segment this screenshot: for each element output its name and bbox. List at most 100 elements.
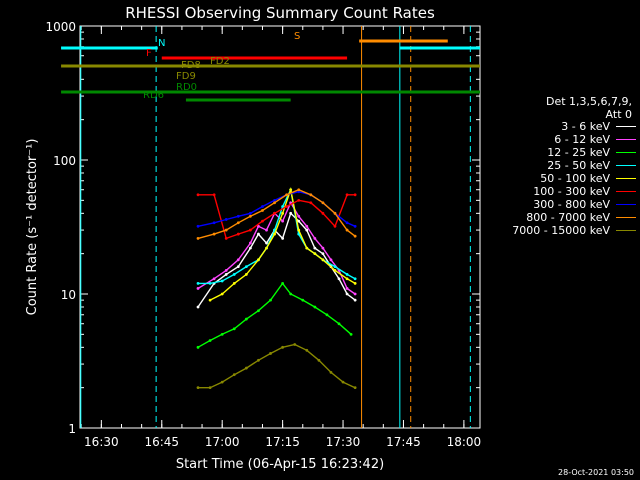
series-point xyxy=(248,214,252,218)
series-point xyxy=(273,232,276,236)
series-point xyxy=(220,380,224,384)
series-point xyxy=(208,281,212,285)
series-point xyxy=(257,258,260,262)
series-point xyxy=(345,287,349,290)
series-point xyxy=(321,246,325,250)
flag-label-fd8: FD8 xyxy=(181,60,201,71)
series-point xyxy=(236,221,240,225)
series-point xyxy=(289,211,293,215)
flag-label-n: N xyxy=(158,38,165,49)
series-point xyxy=(317,358,321,362)
series-line-6 xyxy=(197,190,356,227)
legend-swatch xyxy=(616,191,636,192)
series-point xyxy=(224,269,228,272)
series-point xyxy=(281,211,285,215)
series-point xyxy=(232,327,236,331)
flag-label-f: F xyxy=(146,48,152,59)
series-line-7 xyxy=(197,188,356,240)
series-point xyxy=(297,198,301,202)
series-point xyxy=(297,228,301,232)
series-point xyxy=(257,232,260,236)
series-point xyxy=(232,373,236,377)
series-point xyxy=(313,236,317,240)
flag-label-fd9: FD9 xyxy=(176,71,196,82)
series-point xyxy=(281,219,285,223)
series-point xyxy=(313,252,317,256)
series-point xyxy=(196,305,200,309)
series-point xyxy=(236,214,240,218)
series-point xyxy=(305,224,309,228)
series-point xyxy=(261,205,264,208)
series-point xyxy=(236,258,240,262)
plot-frame xyxy=(79,25,481,429)
series-point xyxy=(345,193,349,197)
series-point xyxy=(333,269,337,272)
series-point xyxy=(261,209,264,212)
y-tick-label: 100 xyxy=(53,154,76,168)
legend-item: 12 - 25 keV xyxy=(547,146,636,159)
series-point xyxy=(321,211,325,215)
series-point xyxy=(273,198,276,202)
series-point xyxy=(345,277,349,281)
x-tick-label: 17:45 xyxy=(386,435,421,449)
legend-swatch xyxy=(616,126,636,127)
series-point xyxy=(244,317,248,321)
series-point xyxy=(297,190,301,194)
series-point xyxy=(309,201,313,205)
series-point xyxy=(265,246,268,250)
legend-label: 3 - 6 keV xyxy=(561,120,610,133)
series-point xyxy=(297,219,301,223)
series-point xyxy=(244,265,248,269)
series-point xyxy=(285,205,289,208)
series-point xyxy=(212,277,216,281)
legend-item: 100 - 300 keV xyxy=(533,185,636,198)
series-point xyxy=(313,305,317,309)
series-point xyxy=(257,224,260,228)
x-tick-label: 16:30 xyxy=(84,435,119,449)
chart-title: RHESSI Observing Summary Count Rates xyxy=(125,4,435,22)
series-point xyxy=(353,281,357,285)
legend-item: 50 - 100 keV xyxy=(540,172,636,185)
series-line-2 xyxy=(197,282,352,348)
flag-label-fd2: FD2 xyxy=(210,56,230,67)
series-point xyxy=(236,232,240,236)
series-point xyxy=(196,345,200,349)
series-point xyxy=(281,281,285,285)
series-point xyxy=(345,273,349,276)
legend-swatch xyxy=(616,165,636,166)
series-point xyxy=(353,193,357,197)
series-point xyxy=(224,273,228,276)
series-point xyxy=(345,221,349,225)
series-point xyxy=(265,228,268,232)
series-point xyxy=(353,234,357,238)
legend-label: 50 - 100 keV xyxy=(540,172,610,185)
series-point xyxy=(257,358,260,362)
series-point xyxy=(232,281,236,285)
legend-label: 12 - 25 keV xyxy=(547,146,610,159)
series-point xyxy=(353,277,357,281)
series-point xyxy=(333,265,337,269)
legend-label: 6 - 12 keV xyxy=(554,133,610,146)
series-line-4 xyxy=(209,187,356,301)
series-point xyxy=(305,348,309,352)
legend-swatch xyxy=(616,230,636,231)
series-line-8 xyxy=(198,343,356,389)
legend-label: 100 - 300 keV xyxy=(533,185,610,198)
flag-label-rd6: RD6 xyxy=(143,90,164,101)
legend-item: 3 - 6 keV xyxy=(561,120,636,133)
series-point xyxy=(321,252,325,256)
series-point xyxy=(281,205,285,208)
series-point xyxy=(261,219,264,223)
series-point xyxy=(248,241,252,245)
legend-swatch xyxy=(616,204,636,205)
series-point xyxy=(244,273,248,276)
series-point xyxy=(321,201,325,205)
series-point xyxy=(353,292,357,296)
series-point xyxy=(333,224,337,228)
series-point xyxy=(208,298,212,302)
series-line-5 xyxy=(198,194,356,240)
y-tick-label: 1 xyxy=(68,422,76,436)
series-point xyxy=(196,193,200,197)
series-point xyxy=(329,370,333,374)
series-point xyxy=(293,343,297,346)
